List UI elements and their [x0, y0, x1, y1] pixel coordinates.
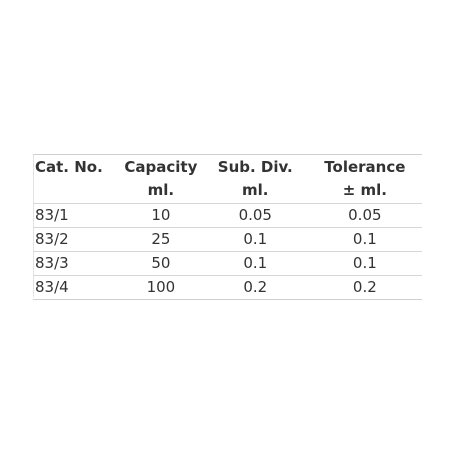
table-row: 83/2 25 0.1 0.1: [33, 227, 422, 252]
cell-capacity: 50: [118, 251, 203, 276]
table-row: 83/3 50 0.1 0.1: [33, 251, 422, 276]
header-tolerance-unit: ± ml.: [342, 181, 387, 199]
cell-capacity: 10: [118, 203, 203, 228]
cell-cat-no: 83/2: [33, 227, 119, 252]
cell-sub-div: 0.05: [202, 203, 308, 228]
header-tolerance: Tolerance: [324, 158, 406, 176]
table-header: Cat. No. Capacity Sub. Div. Tolerance ml…: [33, 154, 422, 204]
header-sub-div-unit: ml.: [242, 181, 269, 199]
header-cat-no: Cat. No.: [35, 158, 103, 176]
table-body: 83/1 10 0.05 0.05 83/2 25 0.1 0.1 83/3 5…: [33, 203, 422, 300]
header-sub-div: Sub. Div.: [217, 158, 293, 176]
cell-capacity: 25: [118, 227, 203, 252]
cell-cat-no: 83/3: [33, 251, 119, 276]
cell-tolerance: 0.1: [307, 251, 422, 276]
header-cat-no-unit: [33, 179, 119, 204]
table-row: 83/4 100 0.2 0.2: [33, 275, 422, 300]
cell-capacity: 100: [118, 275, 203, 300]
header-capacity: Capacity: [124, 158, 198, 176]
cell-sub-div: 0.2: [202, 275, 308, 300]
header-capacity-unit: ml.: [147, 181, 175, 199]
table-row: 83/1 10 0.05 0.05: [33, 203, 422, 228]
cell-sub-div: 0.1: [202, 251, 308, 276]
header-row-units: ml. ml. ± ml.: [33, 179, 422, 204]
cell-tolerance: 0.2: [307, 275, 422, 300]
cell-cat-no: 83/4: [33, 275, 119, 300]
specification-table: Cat. No. Capacity Sub. Div. Tolerance ml…: [33, 154, 422, 300]
cell-sub-div: 0.1: [202, 227, 308, 252]
cell-tolerance: 0.1: [307, 227, 422, 252]
cell-cat-no: 83/1: [33, 203, 119, 228]
header-row-titles: Cat. No. Capacity Sub. Div. Tolerance: [33, 155, 422, 180]
cell-tolerance: 0.05: [307, 203, 422, 228]
